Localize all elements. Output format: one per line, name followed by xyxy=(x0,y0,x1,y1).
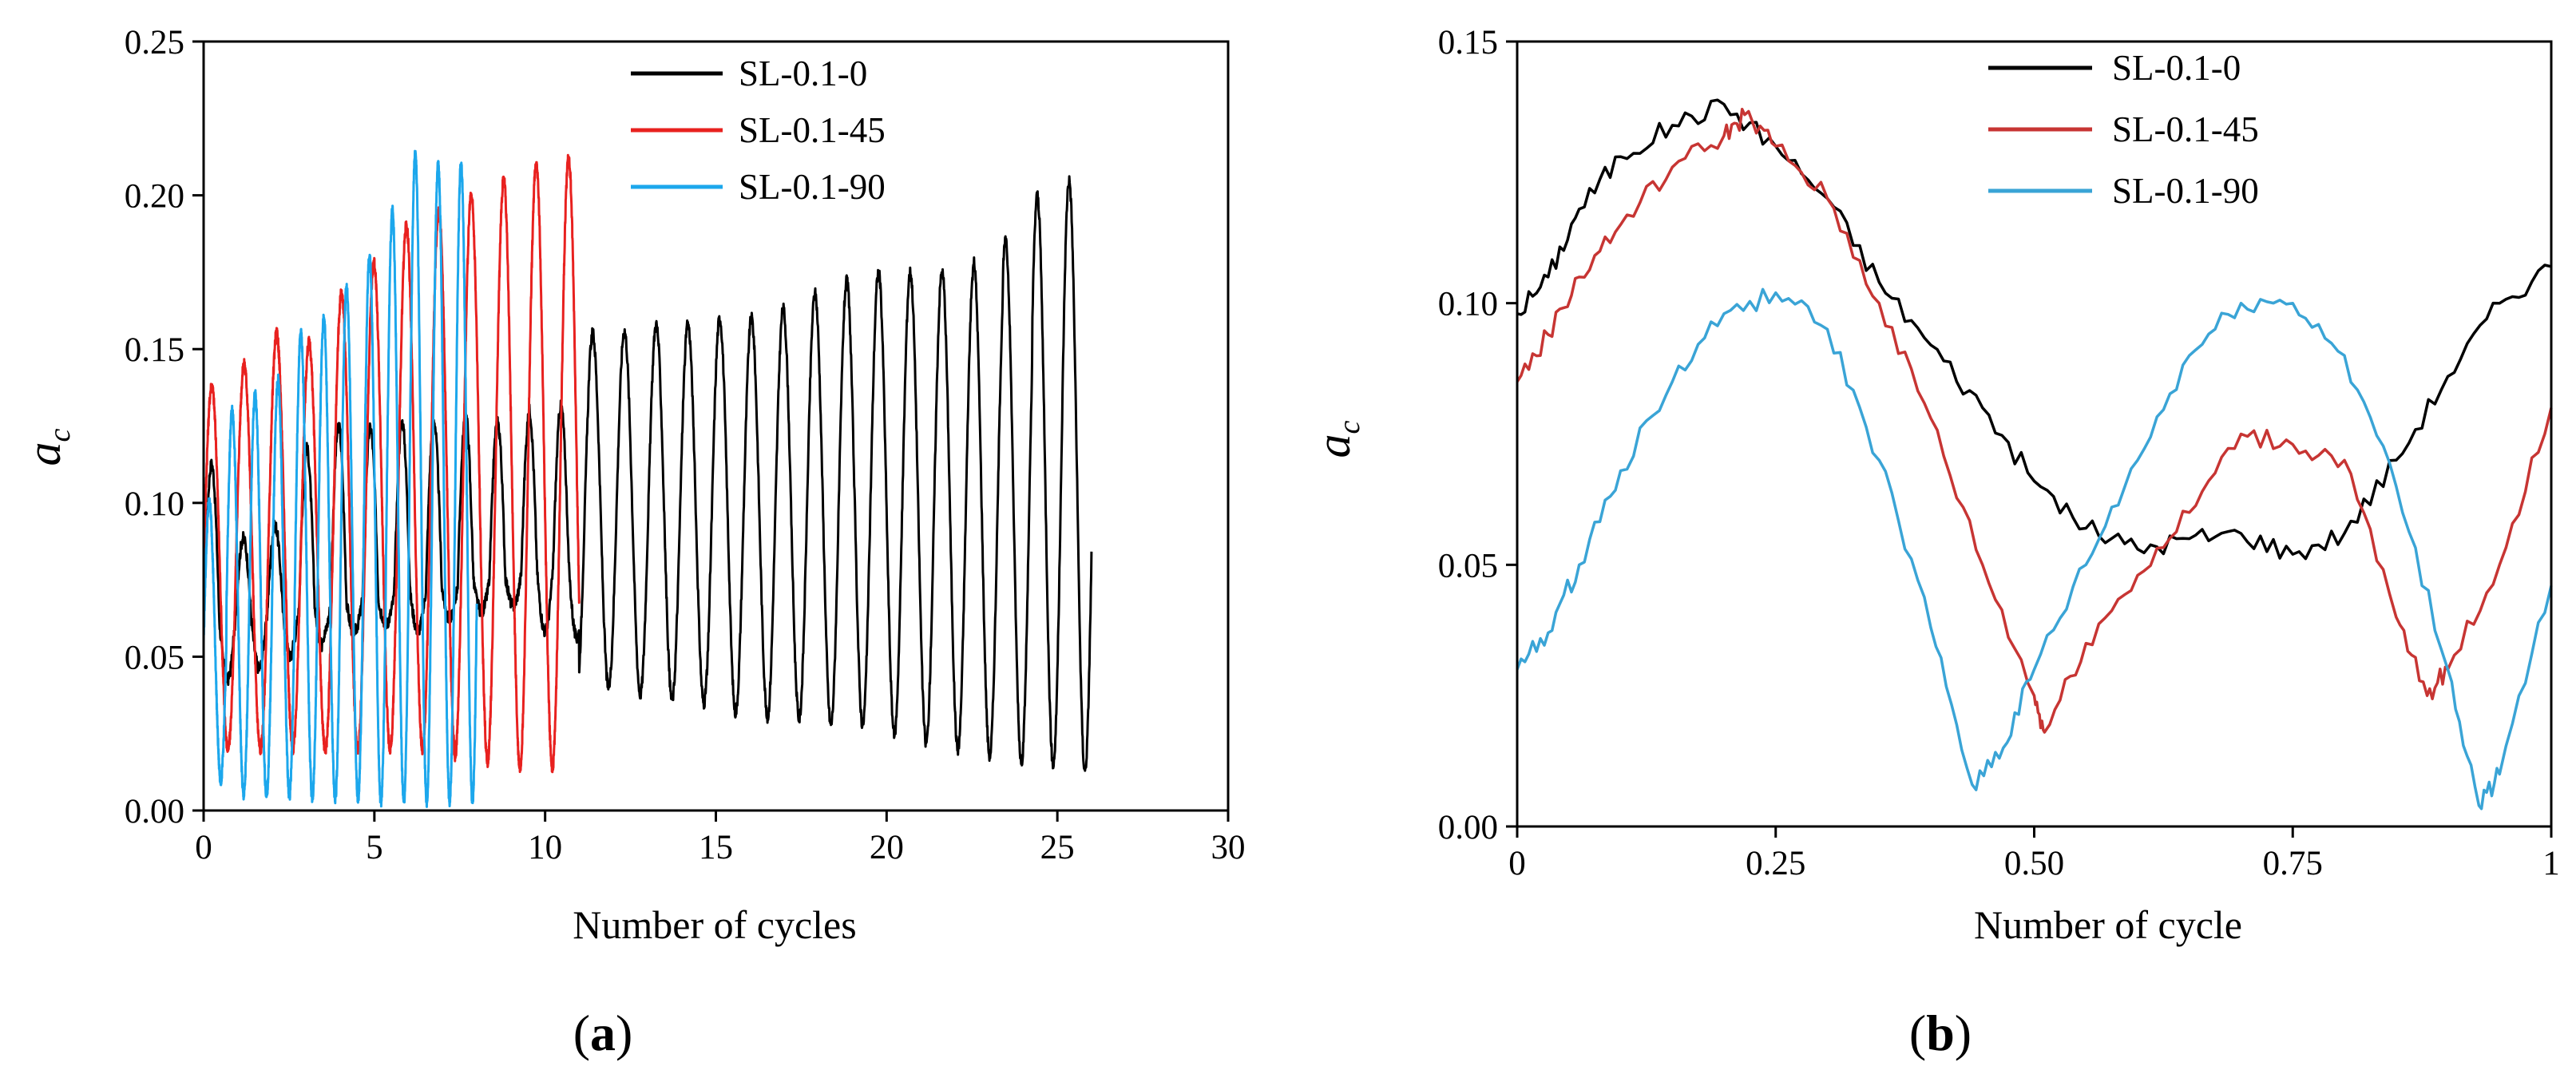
legend-a-label-1: SL-0.1-45 xyxy=(739,110,886,150)
caption-a-letter: a xyxy=(590,1005,616,1061)
y-axis-label-a-main: a xyxy=(18,442,70,466)
y-axis-label-b-main: a xyxy=(1307,434,1360,458)
plot-b-series xyxy=(1516,98,2553,810)
x-tick-label: 15 xyxy=(699,829,733,866)
caption-b: (b) xyxy=(1909,1005,1972,1061)
x-axis-label-b: Number of cycle xyxy=(1974,902,2242,947)
legend-b-label-1: SL-0.1-45 xyxy=(2112,109,2259,149)
legend-a-label-0: SL-0.1-0 xyxy=(739,54,867,93)
y-axis-label-a-sub: c xyxy=(43,428,77,442)
x-tick-label: 5 xyxy=(366,829,383,866)
plot-a-ticks: 0 5 10 15 20 25 30 0.00 0.05 0.10 0.15 0.20 0.25 xyxy=(125,24,1246,866)
x-tick-label: 20 xyxy=(870,829,904,866)
y-axis-label-b-sub: c xyxy=(1333,420,1366,434)
caption-b-letter: b xyxy=(1926,1005,1955,1061)
x-tick-label: 10 xyxy=(528,829,562,866)
y-tick-label: 0.05 xyxy=(1438,547,1498,585)
legend-a: SL-0.1-0 SL-0.1-45 SL-0.1-90 xyxy=(631,54,886,207)
x-tick-label: 25 xyxy=(1040,829,1075,866)
series-line-b-sl-0.1-90 xyxy=(1516,287,2553,810)
y-axis-label-b: ac xyxy=(1307,420,1366,458)
plot-b-ticks: 0 0.25 0.50 0.75 1 0.00 0.05 0.10 0.15 xyxy=(1438,24,2560,882)
x-tick-label: 0 xyxy=(1508,845,1526,882)
x-tick-label: 0.25 xyxy=(1746,845,1805,882)
y-tick-label: 0.15 xyxy=(1438,24,1498,61)
y-tick-label: 0.05 xyxy=(125,639,184,676)
x-tick-label: 0.75 xyxy=(2263,845,2323,882)
y-tick-label: 0.25 xyxy=(125,24,184,61)
x-tick-label: 0.50 xyxy=(2004,845,2064,882)
plot-b-frame xyxy=(1516,40,2553,828)
x-tick-label: 30 xyxy=(1211,829,1246,866)
y-tick-label: 0.15 xyxy=(125,331,184,369)
panel-a: 0 5 10 15 20 25 30 0.00 0.05 0.10 0.15 0.20 0.25 SL-… xyxy=(18,24,1246,1061)
legend-b-label-0: SL-0.1-0 xyxy=(2112,48,2241,88)
series-line-sl-0.1-0 xyxy=(202,175,1093,772)
y-tick-label: 0.10 xyxy=(125,485,184,523)
series-line-b-sl-0.1-0 xyxy=(1516,98,2552,561)
y-tick-label: 0.00 xyxy=(125,793,184,830)
caption-a: (a) xyxy=(573,1005,633,1061)
x-axis-label-a: Number of cycles xyxy=(573,902,856,947)
y-axis-label-a: ac xyxy=(18,428,77,466)
x-tick-label: 0 xyxy=(195,829,212,866)
legend-b: SL-0.1-0 SL-0.1-45 SL-0.1-90 xyxy=(1988,48,2259,211)
x-tick-label: 1 xyxy=(2542,845,2560,882)
panel-b: 0 0.25 0.50 0.75 1 0.00 0.05 0.10 0.15 SL-0.1-0 … xyxy=(1307,24,2560,1061)
legend-b-label-2: SL-0.1-90 xyxy=(2112,171,2259,211)
series-line-sl-0.1-45 xyxy=(202,153,581,774)
legend-a-label-2: SL-0.1-90 xyxy=(739,167,886,207)
y-tick-label: 0.10 xyxy=(1438,286,1498,323)
series-line-sl-0.1-90 xyxy=(202,149,478,808)
plot-a-series xyxy=(202,149,1093,808)
plot-a-frame xyxy=(202,40,1230,812)
y-tick-label: 0.20 xyxy=(125,178,184,216)
series-line-b-sl-0.1-45 xyxy=(1516,107,2553,734)
y-tick-label: 0.00 xyxy=(1438,809,1498,846)
